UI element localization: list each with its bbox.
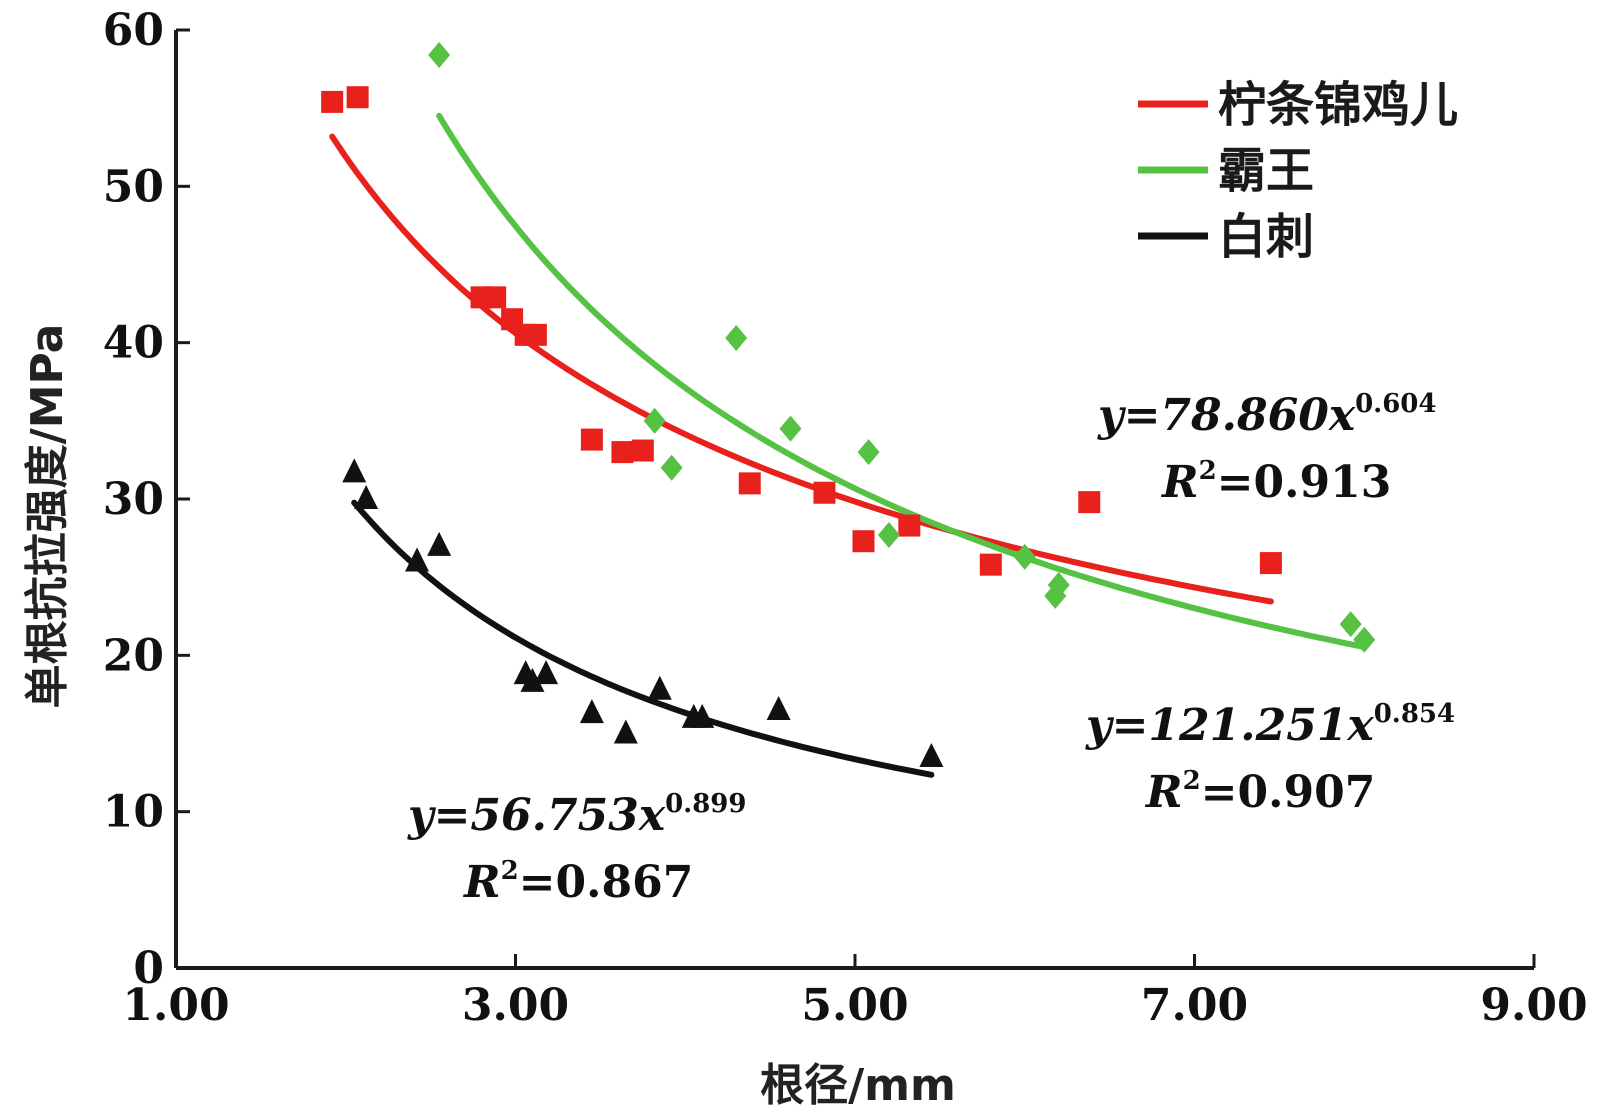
r2-value-1: =0.907 — [1201, 767, 1376, 818]
data-point-series-2 — [766, 696, 791, 721]
r2-series-1: R2=0.907 — [1144, 766, 1375, 818]
data-point-series-1 — [725, 324, 748, 351]
y-tick-label: 50 — [103, 161, 164, 212]
y-tick-label: 0 — [133, 943, 164, 994]
data-point-series-0 — [852, 530, 875, 553]
equation-series-2: y=56.753x0.899 — [407, 789, 746, 841]
data-point-series-2 — [534, 660, 559, 685]
y-tick-label: 30 — [103, 474, 164, 525]
r2-power-1: 2 — [1183, 766, 1201, 796]
data-point-series-0 — [813, 481, 836, 504]
data-point-series-1 — [428, 42, 451, 69]
equations: y=78.860x0.604 R2=0.913 y=121.251x0.854 … — [407, 389, 1455, 908]
equation-body-1: y=121.251x — [1085, 700, 1374, 751]
data-point-series-0 — [1259, 552, 1282, 575]
data-point-series-0 — [484, 286, 507, 309]
data-point-series-0 — [898, 514, 921, 537]
data-point-series-1 — [1013, 543, 1036, 570]
x-tick-label: 3.00 — [462, 980, 569, 1031]
fit-line-series-0 — [329, 133, 1274, 605]
r2-value-0: =0.913 — [1217, 457, 1392, 508]
data-point-series-0 — [1078, 491, 1101, 514]
ticks: 1.00 3.00 5.00 7.00 9.00 0 10 20 30 40 50 60 — [103, 5, 1588, 1031]
data-point-series-2 — [354, 485, 379, 509]
data-point-series-0 — [580, 428, 603, 451]
equation-series-0: y=78.860x0.604 — [1097, 389, 1436, 441]
data-point-series-2 — [579, 699, 604, 724]
data-point-series-1 — [643, 407, 666, 434]
data-point-series-2 — [919, 742, 944, 767]
y-tick-label: 20 — [103, 630, 164, 681]
data-point-series-2 — [427, 531, 452, 556]
data-point-series-2 — [613, 719, 638, 744]
data-point-series-0 — [524, 323, 547, 346]
y-axis-title: 单根抗拉强度/MPa — [22, 324, 73, 709]
equation-exponent-0: 0.604 — [1355, 389, 1436, 419]
r2-series-0: R2=0.913 — [1160, 456, 1391, 508]
data-point-series-2 — [690, 703, 715, 728]
equation-exponent-2: 0.899 — [665, 789, 746, 819]
r2-symbol-0: R — [1160, 457, 1199, 508]
equation-series-1: y=121.251x0.854 — [1085, 699, 1455, 751]
data-point-series-1 — [779, 415, 802, 442]
data-point-series-0 — [631, 439, 654, 462]
data-point-series-1 — [877, 521, 900, 548]
data-point-series-1 — [1339, 611, 1362, 638]
x-tick-label: 5.00 — [801, 980, 908, 1031]
data-point-series-0 — [979, 553, 1002, 576]
y-tick-label: 40 — [103, 318, 164, 369]
legend-label-1: 霸王 — [1218, 143, 1314, 199]
legend: 柠条锦鸡儿 霸王 白刺 — [1138, 77, 1458, 265]
legend-label-0: 柠条锦鸡儿 — [1218, 77, 1458, 133]
data-point-series-2 — [342, 458, 367, 483]
equation-exponent-1: 0.854 — [1374, 699, 1455, 729]
x-axis-title: 根径/mm — [760, 1060, 956, 1111]
r2-power-0: 2 — [1199, 456, 1217, 486]
data-point-series-2 — [405, 547, 430, 572]
data-point-series-0 — [321, 90, 344, 113]
markers — [321, 42, 1376, 767]
x-tick-label: 1.00 — [122, 980, 229, 1031]
equation-body-0: y=78.860x — [1097, 390, 1356, 441]
r2-symbol-2: R — [462, 857, 501, 908]
data-point-series-2 — [520, 667, 545, 692]
fit-lines — [329, 112, 1368, 778]
data-point-series-1 — [857, 439, 880, 466]
r2-value-2: =0.867 — [519, 857, 694, 908]
data-point-series-1 — [1047, 571, 1070, 598]
r2-series-2: R2=0.867 — [462, 856, 693, 908]
fit-line-series-1 — [436, 112, 1368, 650]
equation-body-2: y=56.753x — [407, 790, 666, 841]
fit-line-series-2 — [351, 499, 935, 778]
y-tick-label: 10 — [103, 787, 164, 838]
legend-label-2: 白刺 — [1218, 209, 1314, 265]
data-point-series-2 — [647, 675, 672, 700]
r2-power-2: 2 — [501, 856, 519, 886]
data-point-series-0 — [611, 441, 634, 464]
x-tick-label: 9.00 — [1480, 980, 1587, 1031]
r2-symbol-1: R — [1144, 767, 1183, 818]
y-tick-label: 60 — [103, 5, 164, 56]
x-tick-label: 7.00 — [1141, 980, 1248, 1031]
data-point-series-0 — [346, 86, 369, 109]
data-point-series-1 — [1353, 626, 1376, 653]
data-point-series-0 — [738, 472, 761, 495]
data-point-series-1 — [660, 454, 683, 481]
